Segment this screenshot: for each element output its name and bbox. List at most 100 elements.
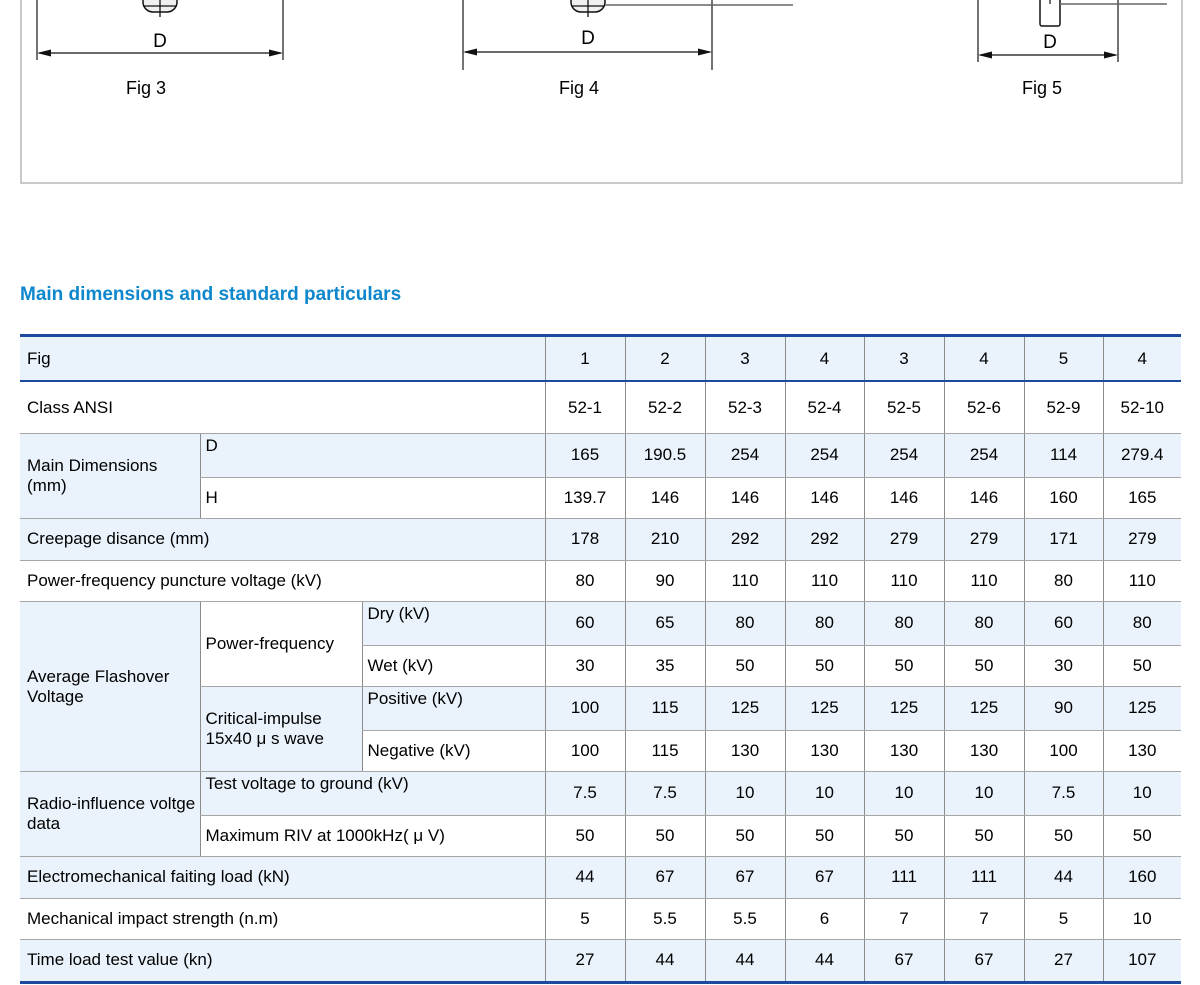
table-cell: 115: [624, 686, 705, 731]
table-cell: 178: [544, 518, 625, 561]
table-cell: 6: [784, 898, 864, 940]
table-cell: 125: [784, 686, 864, 731]
table-cell: 50: [863, 815, 944, 857]
table-cell: 50: [1102, 645, 1181, 687]
table-cell: 146: [863, 477, 944, 519]
table-cell: 3: [704, 334, 785, 382]
table-cell: 171: [1023, 518, 1103, 561]
table-cell: 50: [704, 645, 785, 687]
table-cell: 90: [624, 560, 705, 602]
table-cell: 146: [704, 477, 785, 519]
table-cell: 130: [1102, 730, 1181, 772]
table-cell: 80: [1023, 560, 1103, 602]
row-label: Dry (kV): [361, 601, 545, 646]
table-cell: 80: [943, 601, 1024, 646]
table-row: Class ANSI 52-1 52-2 52-3 52-4 52-5 52-6…: [20, 381, 1181, 434]
table-cell: 5: [1023, 898, 1103, 940]
group-label: Average Flashover Voltage: [20, 601, 200, 772]
row-label: H: [199, 477, 545, 519]
fig5-caption: Fig 5: [1021, 78, 1063, 98]
table-cell: 44: [624, 939, 705, 984]
table-cell: 130: [863, 730, 944, 772]
table-row: Wet (kV) 30 35 50 50 50 50 30 50: [20, 645, 1181, 687]
table-cell: 279.4: [1102, 433, 1181, 478]
table-cell: 67: [704, 856, 785, 899]
table-cell: 5: [544, 898, 625, 940]
table-cell: 125: [943, 686, 1024, 731]
table-cell: 80: [704, 601, 785, 646]
table-row: Main Dimensions (mm) D 165 190.5 254 254…: [20, 433, 1181, 519]
fig3-caption: Fig 3: [125, 78, 167, 98]
table-cell: 52-10: [1102, 381, 1181, 434]
table-cell: 2: [624, 334, 705, 382]
specs-table: Fig 1 2 3 4 3 4 5 4 Class ANSI 52-1 52-2…: [20, 334, 1181, 984]
table-row: Average Flashover Voltage Power-frequenc…: [20, 601, 1181, 772]
table-cell: 254: [943, 433, 1024, 478]
table-cell: 52-6: [943, 381, 1024, 434]
table-cell: 80: [1102, 601, 1181, 646]
table-cell: 80: [784, 601, 864, 646]
table-cell: 50: [863, 645, 944, 687]
table-cell: 111: [863, 856, 944, 899]
table-cell: 35: [624, 645, 705, 687]
table-cell: 10: [1102, 771, 1181, 816]
fig5-drawing: D: [977, 0, 1167, 62]
table-row: Fig 1 2 3 4 3 4 5 4: [20, 334, 1181, 382]
table-cell: 65: [624, 601, 705, 646]
table-cell: 10: [704, 771, 785, 816]
row-label: Electromechanical faiting load (kN): [20, 856, 545, 899]
table-cell: 80: [863, 601, 944, 646]
table-cell: 67: [943, 939, 1024, 984]
table-cell: 27: [544, 939, 625, 984]
specs-table-wrap: Fig 1 2 3 4 3 4 5 4 Class ANSI 52-1 52-2…: [20, 334, 1181, 984]
table-cell: 67: [863, 939, 944, 984]
table-cell: 50: [943, 815, 1024, 857]
table-cell: 5: [1023, 334, 1103, 382]
table-cell: 50: [784, 645, 864, 687]
table-cell: 146: [943, 477, 1024, 519]
table-cell: 30: [544, 645, 625, 687]
table-cell: 146: [784, 477, 864, 519]
fig3-drawing: D: [36, 0, 284, 60]
group-label: Power-frequency: [199, 601, 362, 687]
row-label: Power-frequency puncture voltage (kV): [20, 560, 545, 602]
table-cell: 4: [943, 334, 1024, 382]
table-cell: 10: [1102, 898, 1181, 940]
table-cell: 3: [863, 334, 944, 382]
table-cell: 67: [784, 856, 864, 899]
table-cell: 30: [1023, 645, 1103, 687]
table-cell: 130: [784, 730, 864, 772]
table-cell: 67: [624, 856, 705, 899]
table-cell: 165: [544, 433, 625, 478]
row-label: Time load test value (kn): [20, 939, 545, 984]
table-row: Radio-influence voltge data Test voltage…: [20, 771, 1181, 857]
table-cell: 125: [704, 686, 785, 731]
fig4-dim-label: D: [581, 28, 595, 49]
table-cell: 100: [544, 730, 625, 772]
table-cell: 110: [863, 560, 944, 602]
table-cell: 130: [943, 730, 1024, 772]
table-row: Critical-impulse 15x40 μ s wave Positive…: [20, 686, 1181, 772]
table-cell: 114: [1023, 433, 1103, 478]
table-cell: 52-2: [624, 381, 705, 434]
pin-fitting-icon: [1039, 0, 1061, 27]
table-cell: 44: [1023, 856, 1103, 899]
table-cell: 7.5: [624, 771, 705, 816]
table-row: Maximum RIV at 1000kHz( μ V) 50 50 50 50…: [20, 815, 1181, 857]
table-cell: 279: [1102, 518, 1181, 561]
row-label: D: [199, 433, 545, 478]
row-label: Mechanical impact strength (n.m): [20, 898, 545, 940]
table-cell: 4: [1102, 334, 1181, 382]
table-cell: 44: [784, 939, 864, 984]
table-cell: 110: [784, 560, 864, 602]
table-cell: 139.7: [544, 477, 625, 519]
table-cell: 60: [1023, 601, 1103, 646]
table-cell: 44: [704, 939, 785, 984]
table-cell: 50: [1102, 815, 1181, 857]
table-cell: 210: [624, 518, 705, 561]
table-cell: 279: [863, 518, 944, 561]
table-cell: 292: [704, 518, 785, 561]
table-row: Time load test value (kn) 27 44 44 44 67…: [20, 939, 1181, 984]
table-cell: 50: [943, 645, 1024, 687]
table-cell: 292: [784, 518, 864, 561]
